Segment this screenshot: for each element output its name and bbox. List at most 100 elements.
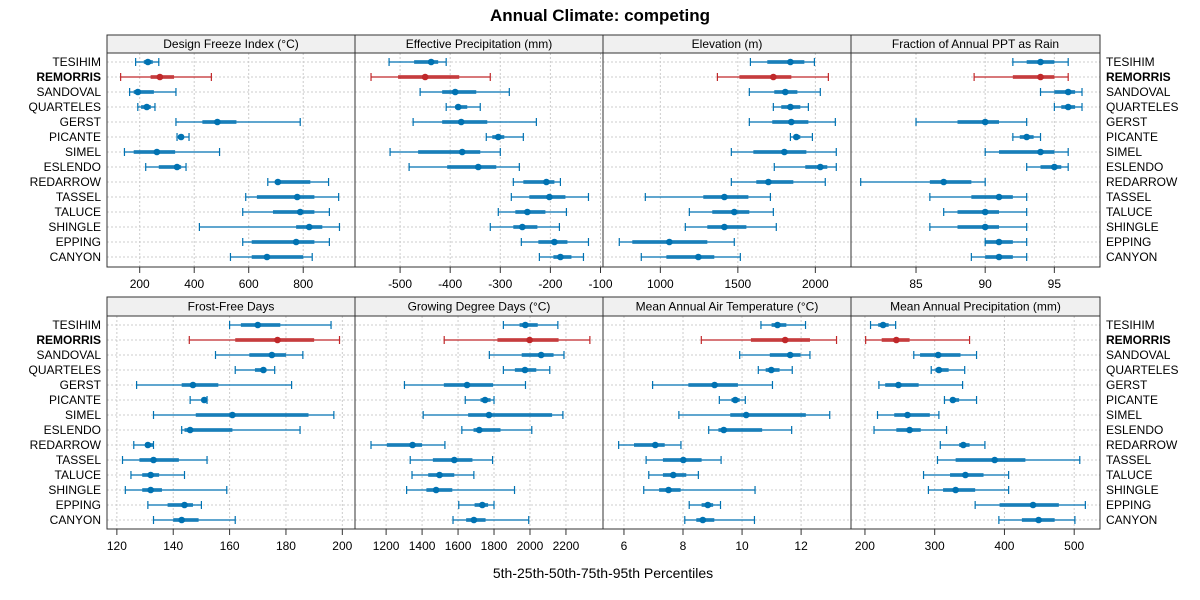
median-point — [952, 486, 959, 494]
x-tick-label: -300 — [488, 277, 512, 291]
x-tick-label: 400 — [994, 539, 1014, 553]
site-interval-remorris — [973, 73, 1069, 81]
x-tick-label: 2200 — [553, 539, 580, 553]
median-point — [153, 148, 161, 156]
median-point — [474, 163, 482, 171]
site-label: SHINGLE — [1106, 220, 1159, 234]
site-label: SHINGLE — [48, 483, 101, 497]
median-point — [949, 396, 957, 404]
site-interval-sandoval — [488, 351, 565, 359]
x-tick-label: 2000 — [517, 539, 544, 553]
site-label: EPPING — [56, 235, 101, 249]
median-point — [458, 148, 466, 156]
x-tick-label: 1600 — [445, 539, 472, 553]
median-point — [981, 208, 989, 216]
site-interval-tesihim — [760, 321, 807, 329]
site-interval-simel — [389, 148, 501, 156]
site-label: TESIHIM — [1106, 318, 1155, 332]
median-point — [774, 321, 781, 329]
panel-title: Growing Degree Days (°C) — [408, 300, 551, 314]
site-interval-quarteles — [502, 366, 551, 374]
site-interval-picante — [464, 396, 495, 404]
site-interval-tassel — [936, 456, 1081, 464]
median-point — [904, 411, 911, 419]
site-interval-eslendo — [1026, 163, 1069, 171]
median-point — [475, 426, 483, 434]
site-interval-redarrow — [730, 178, 826, 186]
site-label: TASSEL — [1106, 453, 1151, 467]
median-point — [781, 336, 789, 344]
site-interval-picante — [789, 133, 814, 141]
site-interval-eslendo — [181, 426, 301, 434]
site-interval-sandoval — [913, 351, 978, 359]
site-interval-shingle — [124, 486, 228, 494]
panel-4: Fraction of Annual PPT as Rain 85 90 95 TESI… — [850, 34, 1178, 291]
median-point — [177, 133, 185, 141]
site-label: SANDOVAL — [37, 85, 102, 99]
median-point — [792, 133, 800, 141]
site-interval-taluce — [648, 471, 699, 479]
x-tick-label: 180 — [276, 539, 296, 553]
site-interval-tesihim — [1012, 58, 1069, 66]
site-label: CANYON — [50, 250, 101, 264]
site-label: EPPING — [56, 498, 101, 512]
x-tick-label: 90 — [979, 277, 993, 291]
median-point — [181, 501, 188, 509]
panel-frame — [602, 52, 852, 268]
median-point — [470, 516, 478, 524]
median-point — [143, 103, 151, 111]
site-interval-redarrow — [860, 178, 986, 186]
median-point — [731, 396, 739, 404]
site-interval-redarrow — [267, 178, 330, 186]
panel-title: Elevation (m) — [692, 37, 763, 51]
x-tick-label: 85 — [909, 277, 923, 291]
median-point — [666, 238, 673, 246]
median-point — [147, 471, 154, 479]
panel-title: Effective Precipitation (mm) — [406, 37, 553, 51]
site-interval-picante — [485, 133, 524, 141]
x-tick-label: 1000 — [647, 277, 674, 291]
site-label: CANYON — [50, 513, 101, 527]
site-label: PICANTE — [49, 130, 101, 144]
site-label: ESLENDO — [44, 423, 101, 437]
median-point — [296, 208, 304, 216]
site-label: GERST — [1106, 115, 1148, 129]
site-interval-tassel — [645, 456, 722, 464]
site-label: SHINGLE — [48, 220, 101, 234]
site-interval-shingle — [929, 223, 1028, 231]
median-point — [521, 366, 529, 374]
site-interval-epping — [458, 501, 495, 509]
x-tick-label: 95 — [1048, 277, 1062, 291]
median-point — [1037, 73, 1044, 81]
x-tick-label: 500 — [1064, 539, 1084, 553]
median-point — [494, 133, 502, 141]
site-interval-canyon — [152, 516, 236, 524]
median-point — [186, 426, 194, 434]
site-interval-eslendo — [773, 163, 837, 171]
site-interval-epping — [688, 501, 722, 509]
site-interval-taluce — [130, 471, 186, 479]
x-tick-label: 1800 — [481, 539, 508, 553]
median-point — [669, 471, 677, 479]
site-interval-taluce — [242, 208, 330, 216]
median-point — [895, 381, 902, 389]
site-interval-remorris — [716, 73, 829, 81]
median-point — [229, 411, 236, 419]
site-interval-canyon — [998, 516, 1076, 524]
median-point — [935, 366, 943, 374]
median-point — [293, 193, 301, 201]
site-label: QUARTELES — [29, 100, 101, 114]
median-point — [189, 381, 197, 389]
panel-5: Frost-Free Days 120 140 160 180 200 TESIHIMREM… — [29, 296, 356, 553]
median-point — [481, 396, 489, 404]
site-label: SIMEL — [1106, 408, 1142, 422]
median-point — [421, 73, 429, 81]
site-interval-epping — [984, 238, 1028, 246]
site-interval-gerst — [651, 381, 774, 389]
median-point — [274, 178, 282, 186]
site-interval-tassel — [245, 193, 340, 201]
median-point — [991, 456, 998, 464]
site-interval-tassel — [409, 456, 494, 464]
site-label: REDARROW — [30, 175, 102, 189]
